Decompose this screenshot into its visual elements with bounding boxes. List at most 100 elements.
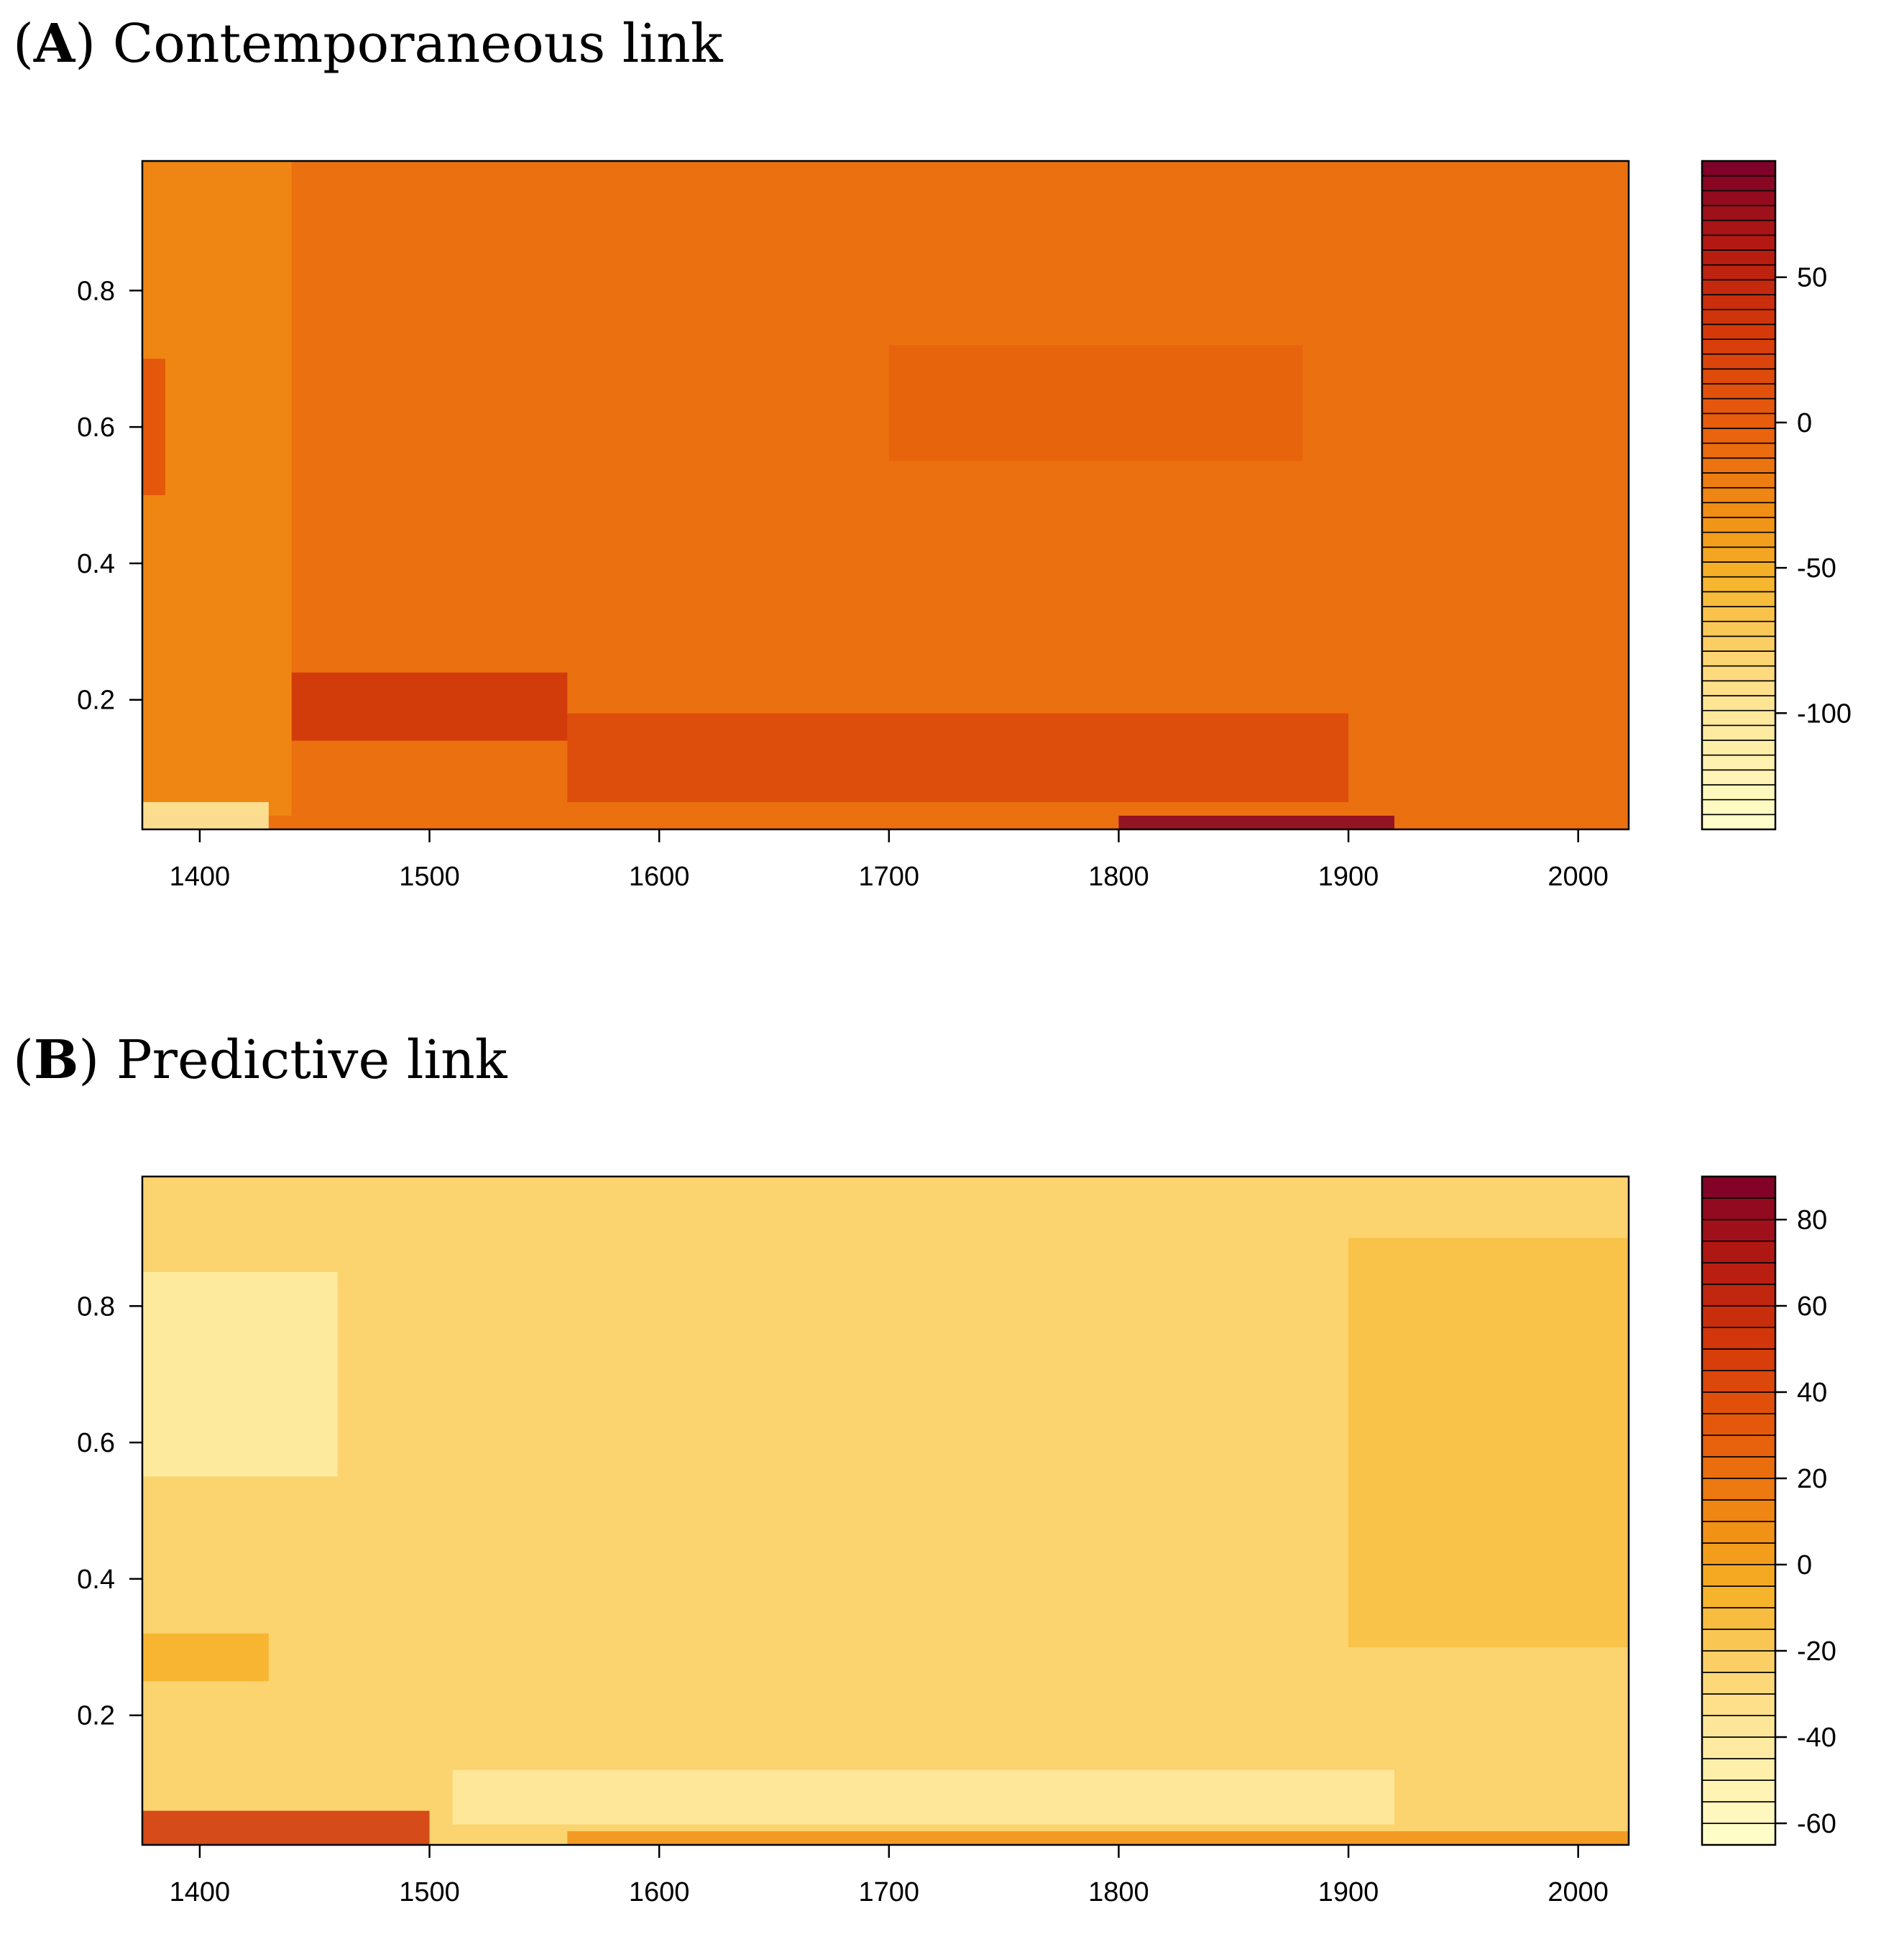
heatmap-region bbox=[142, 1271, 338, 1477]
colorbar-level bbox=[1701, 591, 1776, 607]
x-tick-label: 1400 bbox=[170, 1877, 231, 1907]
colorbar-level bbox=[1701, 620, 1776, 637]
heatmap-region bbox=[142, 1810, 430, 1845]
heatmap-panel-b: 1400 1500 1600 1700 1800 1900 2000 0.2 0.4 0.6 0.8… bbox=[77, 1175, 1836, 1907]
colorbar-level bbox=[1701, 175, 1776, 192]
colorbar-level bbox=[1701, 234, 1776, 251]
colorbar-level bbox=[1701, 264, 1776, 281]
colorbar-level bbox=[1701, 308, 1776, 326]
colorbar-tick-label: 20 bbox=[1797, 1464, 1827, 1494]
colorbar-level bbox=[1701, 353, 1776, 370]
colorbar-level bbox=[1701, 249, 1776, 266]
colorbar-level bbox=[1701, 1284, 1776, 1307]
colorbar-level bbox=[1701, 1456, 1776, 1479]
colorbar-level bbox=[1701, 606, 1776, 622]
colorbar-level bbox=[1701, 531, 1776, 548]
y-tick-label: 0.6 bbox=[77, 413, 115, 443]
y-tick-label: 0.4 bbox=[77, 1565, 115, 1595]
panel-a-title: (A) Contemporaneous link bbox=[13, 13, 723, 75]
x-tick-label: 1500 bbox=[399, 1877, 460, 1907]
colorbar-level bbox=[1701, 695, 1776, 712]
colorbar-level bbox=[1701, 1348, 1776, 1371]
heatmap-region bbox=[567, 1831, 1629, 1845]
colorbar-level bbox=[1701, 1262, 1776, 1285]
colorbar-level bbox=[1701, 487, 1776, 504]
colorbar-level bbox=[1701, 1650, 1776, 1673]
heatmap-region bbox=[1118, 816, 1394, 829]
heatmap-region bbox=[1348, 1238, 1629, 1647]
x-tick-label: 1600 bbox=[629, 1877, 690, 1907]
heatmap-region bbox=[142, 359, 165, 495]
colorbar-level bbox=[1701, 665, 1776, 682]
x-tick-label: 1700 bbox=[859, 862, 920, 892]
colorbar-level bbox=[1701, 1801, 1776, 1824]
colorbar-level bbox=[1701, 502, 1776, 518]
colorbar-level bbox=[1701, 724, 1776, 741]
heatmap-region bbox=[888, 345, 1303, 461]
colorbar-level bbox=[1701, 323, 1776, 340]
colorbar-level bbox=[1701, 1391, 1776, 1414]
x-tick-label: 2000 bbox=[1547, 862, 1609, 892]
colorbar-tick-label: -20 bbox=[1797, 1636, 1836, 1667]
heatmap-region bbox=[142, 802, 269, 829]
colorbar-level bbox=[1701, 517, 1776, 533]
colorbar-level bbox=[1701, 160, 1776, 177]
x-tick-label: 1400 bbox=[170, 862, 231, 892]
colorbar-level bbox=[1701, 1779, 1776, 1802]
colorbar-level bbox=[1701, 1435, 1776, 1458]
colorbar-level bbox=[1701, 561, 1776, 578]
colorbar-tick-label: -50 bbox=[1797, 553, 1836, 584]
colorbar-level bbox=[1701, 294, 1776, 310]
colorbar-level bbox=[1701, 1672, 1776, 1695]
x-tick-label: 2000 bbox=[1547, 1877, 1609, 1907]
heatmap-region bbox=[567, 713, 1349, 803]
colorbar-level bbox=[1701, 1240, 1776, 1263]
panel-b-title: (B) Predictive link bbox=[13, 1029, 507, 1091]
colorbar-level bbox=[1701, 814, 1776, 830]
colorbar-level bbox=[1701, 754, 1776, 771]
colorbar-frame bbox=[1701, 1175, 1777, 1846]
colorbar-level bbox=[1701, 1693, 1776, 1716]
colorbar-level bbox=[1701, 576, 1776, 593]
panel-b-name: Predictive link bbox=[116, 1029, 507, 1091]
colorbar-level bbox=[1701, 1219, 1776, 1242]
colorbar-level bbox=[1701, 1327, 1776, 1350]
y-tick-label: 0.4 bbox=[77, 549, 115, 579]
colorbar-level bbox=[1701, 740, 1776, 756]
colorbar-level bbox=[1701, 1478, 1776, 1501]
x-tick-label: 1900 bbox=[1318, 1877, 1379, 1907]
y-tick-label: 0.2 bbox=[77, 1701, 115, 1731]
x-tick-label: 1800 bbox=[1088, 862, 1149, 892]
colorbar-level bbox=[1701, 769, 1776, 786]
y-tick-label: 0.2 bbox=[77, 686, 115, 716]
x-tick-label: 1700 bbox=[859, 1877, 920, 1907]
colorbar-level bbox=[1701, 1758, 1776, 1781]
colorbar-level bbox=[1701, 383, 1776, 400]
colorbar-level bbox=[1701, 413, 1776, 429]
panel-a-name: Contemporaneous link bbox=[112, 13, 723, 75]
colorbar-level bbox=[1701, 1585, 1776, 1608]
x-tick-label: 1800 bbox=[1088, 1877, 1149, 1907]
colorbar-level bbox=[1701, 1736, 1776, 1759]
x-tick-label: 1600 bbox=[629, 862, 690, 892]
colorbar-level bbox=[1701, 1521, 1776, 1544]
colorbar-level bbox=[1701, 1823, 1776, 1846]
heatmap-region bbox=[142, 1633, 269, 1682]
colorbar-tick-label: 40 bbox=[1797, 1378, 1827, 1408]
x-tick-label: 1500 bbox=[399, 862, 460, 892]
panel-a-letter: A bbox=[33, 13, 75, 75]
colorbar-level bbox=[1701, 190, 1776, 206]
colorbar-level bbox=[1701, 442, 1776, 459]
colorbar-level bbox=[1701, 798, 1776, 816]
colorbar-level bbox=[1701, 680, 1776, 696]
colorbar-level bbox=[1701, 1499, 1776, 1522]
x-tick-label: 1900 bbox=[1318, 862, 1379, 892]
colorbar-level bbox=[1701, 368, 1776, 385]
plot-frame bbox=[141, 160, 1630, 831]
plot-frame bbox=[141, 1175, 1630, 1846]
panel-b-letter: B bbox=[33, 1029, 79, 1091]
colorbar-level bbox=[1701, 650, 1776, 667]
colorbar-frame bbox=[1701, 160, 1777, 831]
colorbar-level bbox=[1701, 457, 1776, 474]
